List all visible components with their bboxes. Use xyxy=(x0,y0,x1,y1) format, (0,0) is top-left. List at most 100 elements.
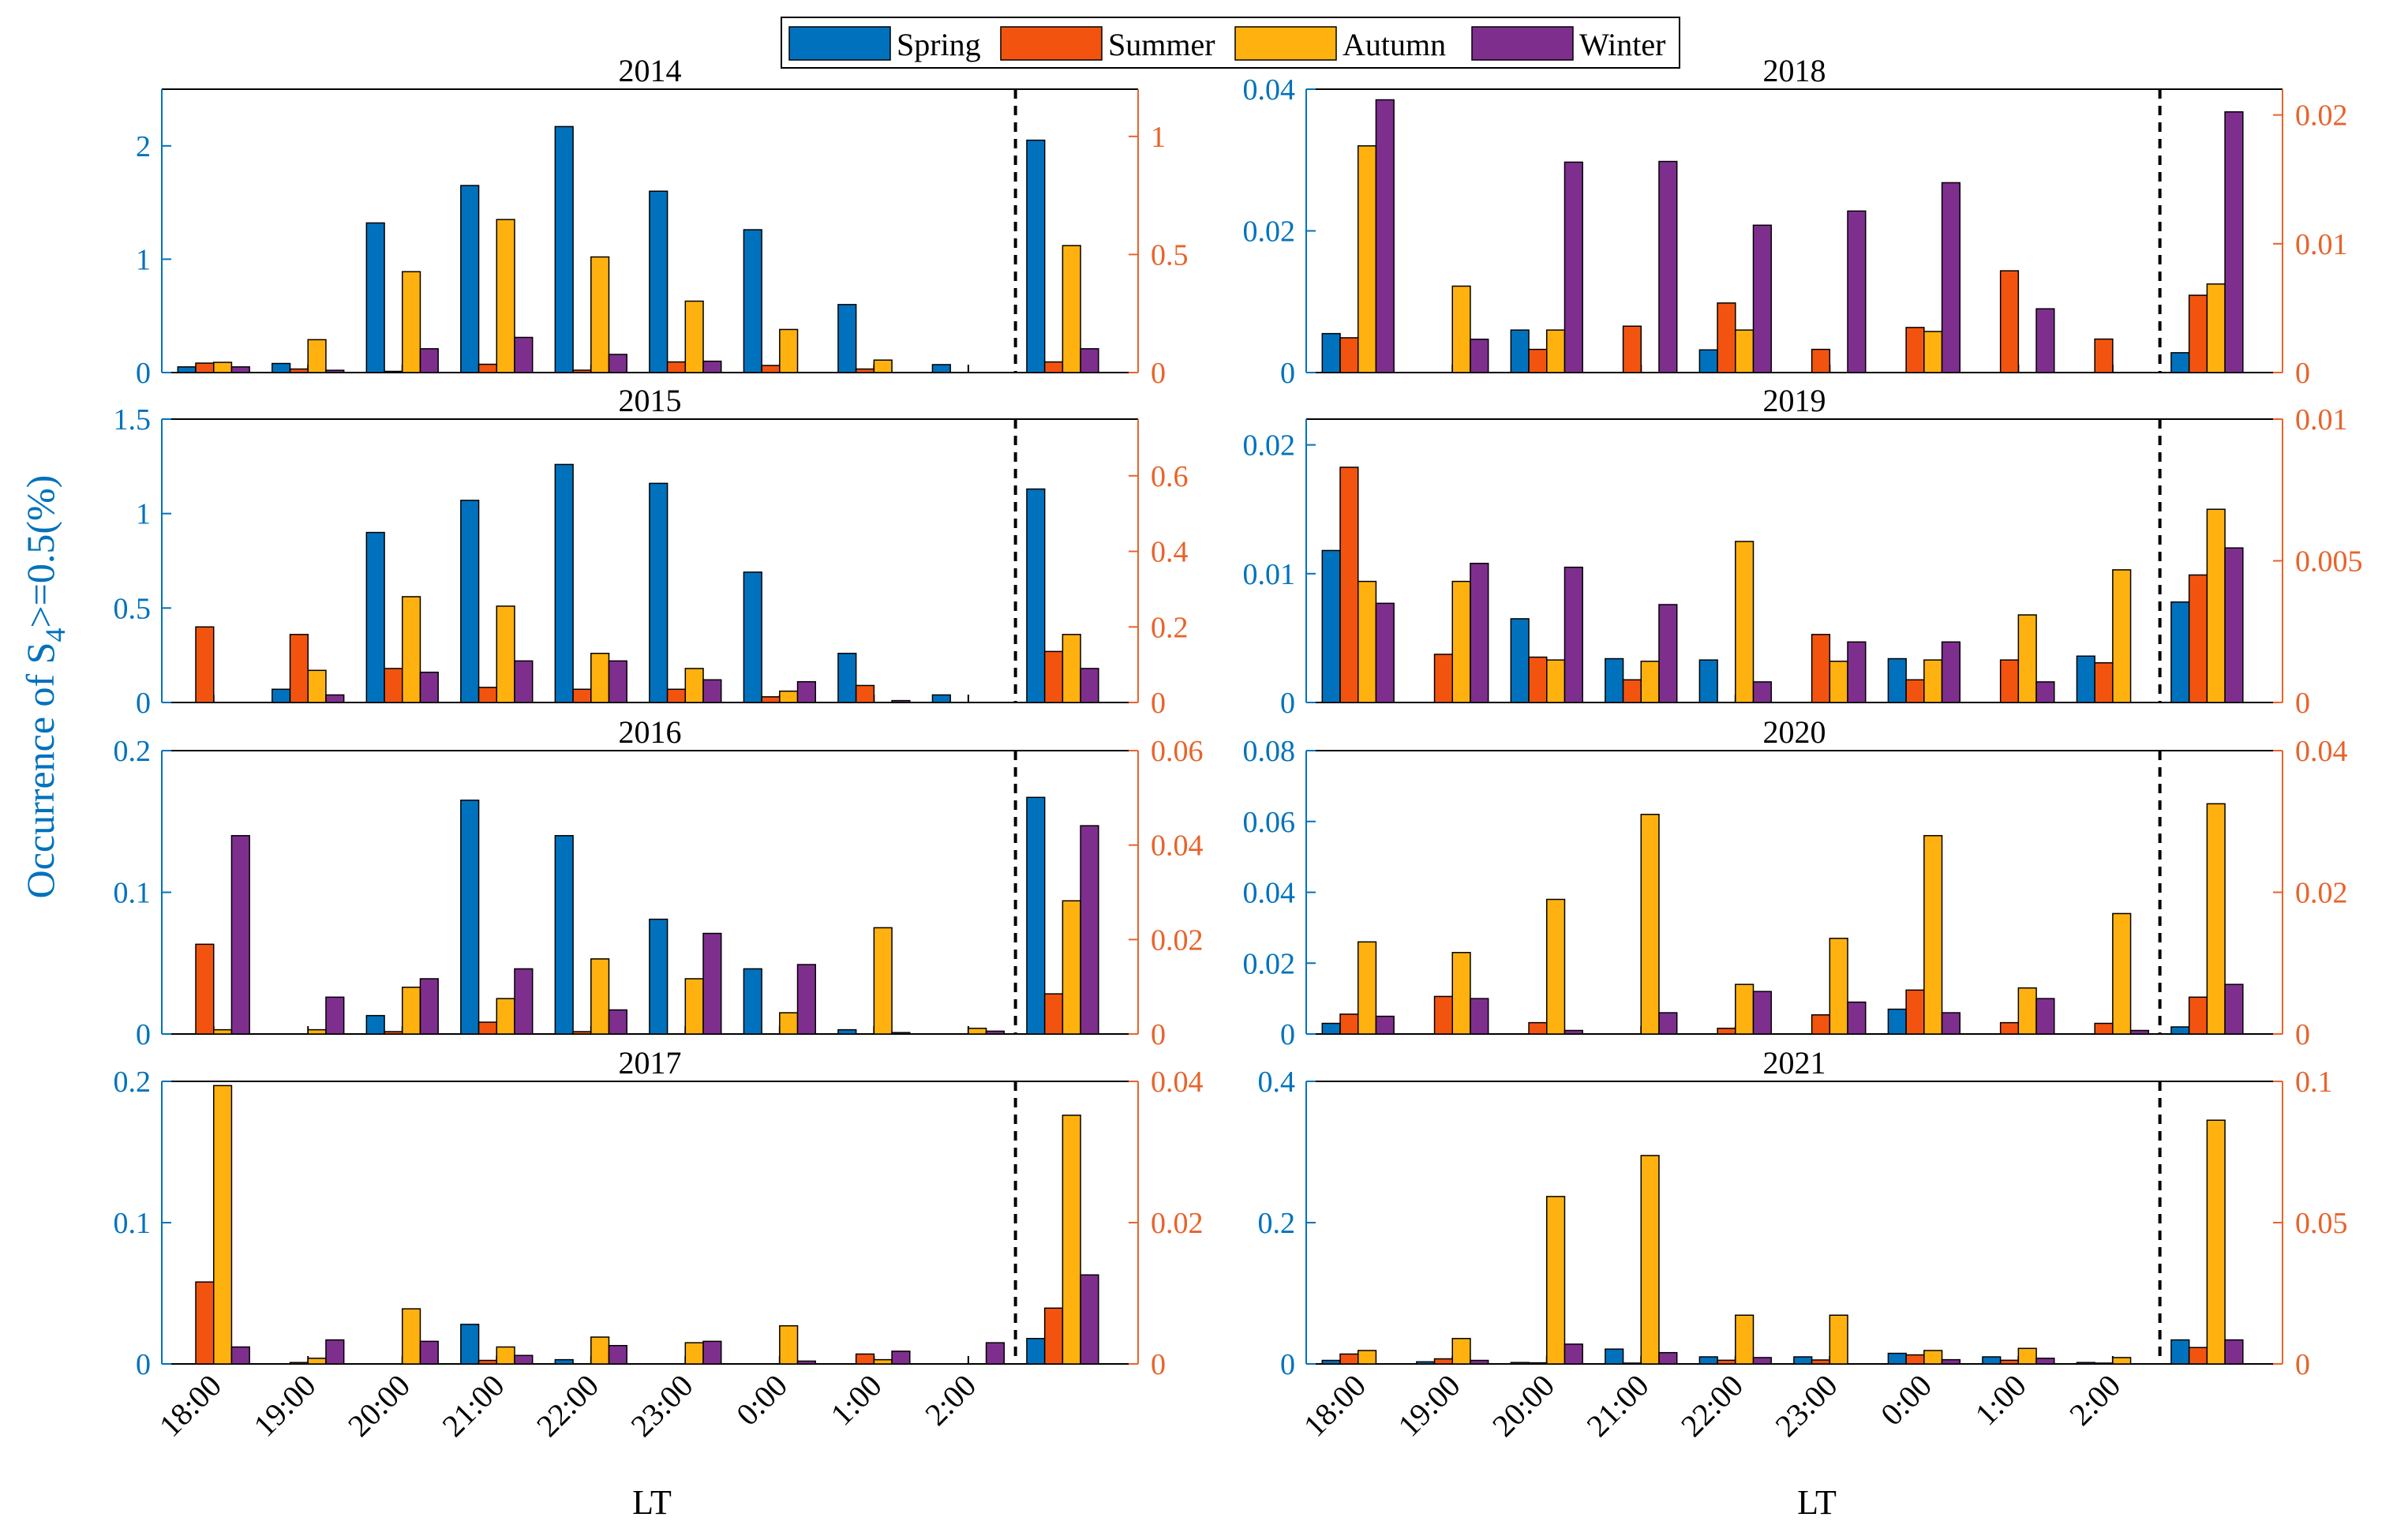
bar-autumn xyxy=(1923,1350,1943,1365)
bar-spring xyxy=(2170,352,2190,373)
bar-autumn xyxy=(402,987,421,1035)
bar-spring xyxy=(1026,1338,1046,1365)
bar-winter xyxy=(1941,641,1961,703)
bar-winter xyxy=(514,1354,534,1365)
y2-tick-label: 0.4 xyxy=(1151,536,1189,569)
bar-autumn xyxy=(873,359,893,373)
legend-swatch-spring xyxy=(788,26,891,61)
bar-autumn xyxy=(684,668,704,703)
bar-spring xyxy=(1793,1356,1813,1365)
bar-winter xyxy=(2129,1029,2150,1035)
y2-tick-label: 0.02 xyxy=(2295,877,2348,910)
bar-winter xyxy=(796,964,817,1035)
bar-autumn xyxy=(212,1028,233,1035)
bar-spring xyxy=(1982,1356,2002,1365)
bar-winter xyxy=(1752,991,1772,1035)
bar-autumn xyxy=(1923,331,1943,373)
bar-summer xyxy=(1339,1353,1359,1365)
bar-winter xyxy=(419,1340,439,1365)
bar-summer xyxy=(572,369,592,373)
y-tick-label: 2 xyxy=(136,130,151,163)
bar-winter xyxy=(702,360,722,373)
bar-autumn xyxy=(1546,329,1566,373)
bar-summer xyxy=(761,696,781,703)
bar-spring xyxy=(837,1028,857,1035)
bar-summer xyxy=(1811,1359,1831,1365)
bar-spring xyxy=(1026,488,1046,703)
bar-summer xyxy=(1905,327,1925,373)
bar-autumn xyxy=(1546,898,1566,1035)
bar-winter xyxy=(1375,1015,1395,1035)
bar-autumn xyxy=(2017,614,2037,703)
bar-summer xyxy=(1717,1359,1736,1365)
bar-spring xyxy=(460,800,480,1035)
bar-winter xyxy=(1080,1274,1099,1365)
bar-spring xyxy=(1026,796,1046,1035)
bar-summer xyxy=(289,1362,309,1365)
bar-summer xyxy=(1811,1014,1831,1035)
bar-summer xyxy=(1811,634,1831,703)
bar-autumn xyxy=(1062,900,1081,1035)
y2-tick-label: 0.02 xyxy=(1151,923,1204,957)
bar-spring xyxy=(272,362,291,373)
y2-tick-label: 0.005 xyxy=(2295,545,2363,579)
bar-autumn xyxy=(1829,938,1848,1035)
bar-winter xyxy=(230,1346,250,1365)
bar-autumn xyxy=(1062,245,1081,373)
y2-tick-label: 0.01 xyxy=(2295,228,2348,261)
bar-winter xyxy=(1658,1012,1678,1035)
bar-winter xyxy=(1375,602,1395,703)
bar-spring xyxy=(460,185,480,373)
bar-summer xyxy=(2094,338,2114,373)
panel-title: 2016 xyxy=(619,714,682,750)
bar-spring xyxy=(365,222,385,373)
panel-2014: 2014 0 1 2 0 0.5 1 xyxy=(136,53,1189,390)
panel-2015: 2015 0 0.5 1 1.5 0 0.2 0.4 0.6 xyxy=(114,383,1189,720)
bar-summer xyxy=(1811,348,1831,373)
y-tick-label: 0.1 xyxy=(114,877,152,910)
panel-title: 2017 xyxy=(619,1045,682,1081)
bar-winter xyxy=(1847,210,1867,373)
panel-2016: 2016 0 0.1 0.2 0 0.02 0.04 0.06 xyxy=(114,714,1204,1051)
y2-tick-label: 0.02 xyxy=(2295,99,2348,133)
bar-winter xyxy=(1847,1001,1867,1035)
bar-spring xyxy=(460,1324,480,1365)
bar-spring xyxy=(1510,1362,1530,1365)
bar-autumn xyxy=(496,998,515,1035)
y-tick-label: 0.02 xyxy=(1243,947,1296,980)
bar-autumn xyxy=(307,1028,327,1035)
bar-winter xyxy=(608,354,627,373)
y-tick-label: 0.1 xyxy=(114,1207,152,1240)
y2-tick-label: 0 xyxy=(2295,357,2310,390)
bar-spring xyxy=(365,1014,385,1035)
bar-autumn xyxy=(1451,580,1471,703)
bar-spring xyxy=(1698,659,1718,703)
bar-summer xyxy=(1339,466,1359,703)
bar-autumn xyxy=(873,1358,893,1365)
bar-winter xyxy=(608,660,627,703)
bar-summer xyxy=(2094,1362,2114,1365)
y2-tick-label: 0.1 xyxy=(2295,1066,2333,1099)
bar-spring xyxy=(1887,657,1907,703)
bar-summer xyxy=(855,1353,875,1365)
bar-winter xyxy=(608,1009,627,1035)
bar-summer xyxy=(384,370,403,373)
legend-label-autumn: Autumn xyxy=(1343,27,1446,62)
bar-spring xyxy=(743,229,762,373)
bar-winter xyxy=(702,1340,722,1365)
bar-winter xyxy=(1564,1343,1583,1365)
bar-summer xyxy=(1528,348,1548,373)
bar-autumn xyxy=(1451,1338,1471,1365)
bar-winter xyxy=(2035,1358,2055,1365)
bar-winter xyxy=(2035,998,2055,1035)
bar-spring xyxy=(2170,1026,2190,1035)
bar-winter xyxy=(1470,998,1489,1035)
bar-winter xyxy=(796,1360,817,1365)
bar-spring xyxy=(1416,1361,1436,1365)
y2-tick-label: 0.02 xyxy=(1151,1207,1204,1240)
bar-summer xyxy=(477,363,498,373)
bar-summer xyxy=(666,688,687,703)
bar-spring xyxy=(1321,1359,1341,1365)
bar-winter xyxy=(230,834,250,1035)
